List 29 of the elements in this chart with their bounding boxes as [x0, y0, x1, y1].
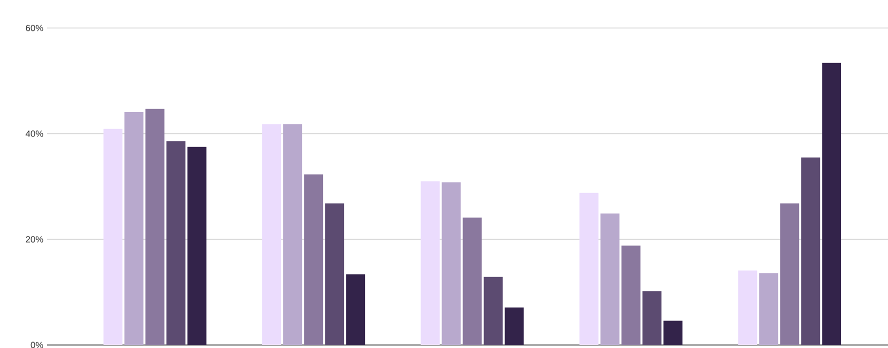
- bar: [420, 181, 440, 345]
- bar: [103, 128, 122, 345]
- bar: [283, 124, 302, 345]
- bar: [759, 273, 778, 345]
- bar: [442, 182, 461, 345]
- bar: [579, 192, 598, 345]
- bar: [262, 124, 282, 345]
- y-tick-label: 40%: [26, 130, 44, 137]
- bar: [145, 108, 164, 345]
- bar: [325, 203, 344, 345]
- bar: [346, 274, 366, 345]
- bar: [304, 174, 324, 345]
- y-tick-label: 60%: [26, 24, 44, 32]
- bar: [738, 270, 758, 345]
- bar: [621, 246, 640, 345]
- bar: [166, 141, 186, 345]
- bar: [187, 146, 206, 345]
- bar: [504, 307, 524, 345]
- bar: [600, 213, 620, 345]
- y-tick-label: 20%: [26, 236, 44, 243]
- bar: [124, 112, 144, 345]
- bar: [801, 157, 820, 345]
- bar: [462, 218, 482, 345]
- bar: [484, 276, 503, 345]
- bar: [780, 203, 800, 345]
- bar: [663, 320, 682, 345]
- y-tick-label: 0%: [30, 342, 44, 348]
- bar: [642, 291, 662, 345]
- bar: [822, 62, 842, 345]
